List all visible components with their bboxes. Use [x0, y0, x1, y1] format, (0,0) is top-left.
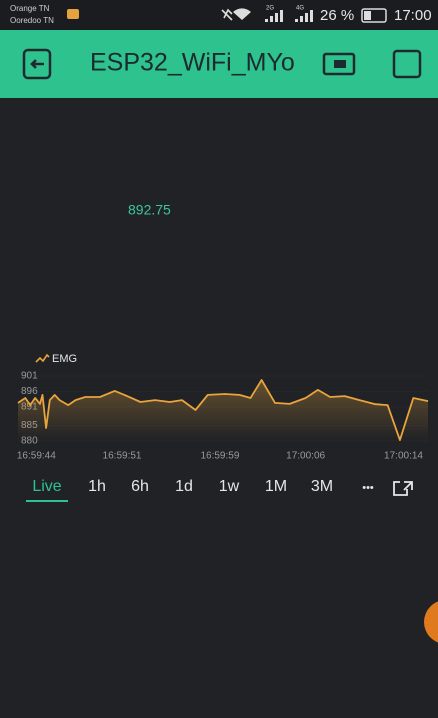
- device-icon: [322, 52, 356, 76]
- play-button[interactable]: [392, 49, 422, 79]
- signal-icon: [265, 10, 283, 22]
- x-tick-label: 16:59:51: [103, 451, 142, 462]
- fullscreen-button[interactable]: [393, 481, 413, 496]
- network-label: 4G: [296, 6, 304, 12]
- carrier-2: Ooredoo TN: [10, 16, 54, 25]
- battery-percent: 26 %: [320, 7, 354, 24]
- legend-icon: [35, 353, 50, 363]
- network-label: 2G: [266, 6, 274, 12]
- period-tab[interactable]: 1M: [265, 478, 287, 495]
- x-tick-label: 17:00:14: [384, 451, 423, 462]
- period-tab[interactable]: 1w: [219, 478, 240, 495]
- legend-label: EMG: [52, 353, 77, 365]
- period-tab[interactable]: 1d: [175, 478, 193, 495]
- carrier-1: Orange TN: [10, 4, 50, 13]
- title-fade: [298, 30, 318, 98]
- status-bar: [0, 0, 438, 30]
- device-button[interactable]: [322, 52, 356, 76]
- battery-icon: [361, 8, 387, 23]
- period-tab[interactable]: 6h: [131, 478, 149, 495]
- device-icon-fill: [334, 60, 346, 68]
- notification-icon: [67, 9, 79, 19]
- app-header: [0, 30, 438, 98]
- data-line: [17, 379, 429, 441]
- x-tick-label: 16:59:59: [200, 451, 239, 462]
- y-tick-label: 896: [21, 386, 38, 397]
- y-tick-label: 901: [21, 371, 38, 382]
- value-display: 892.75: [128, 202, 171, 218]
- back-button[interactable]: [22, 48, 52, 80]
- project-title: ESP32_WiFi_MYo: [90, 49, 295, 77]
- mute-icon: [221, 8, 233, 21]
- back-icon: [22, 48, 52, 80]
- period-tab[interactable]: Live: [32, 478, 61, 495]
- y-tick-label: 880: [21, 436, 38, 447]
- clock: 17:00: [394, 7, 432, 24]
- period-tab[interactable]: 3M: [311, 478, 333, 495]
- more-button[interactable]: •••: [362, 482, 374, 494]
- chart: 90189689188588016:59:4416:59:5116:59:591…: [17, 371, 429, 462]
- signal-icon: [295, 10, 313, 22]
- x-tick-label: 16:59:44: [17, 451, 56, 462]
- battery-level: [364, 11, 371, 20]
- floating-button[interactable]: [424, 600, 438, 644]
- wifi-icon: [233, 8, 251, 20]
- period-tab[interactable]: 1h: [88, 478, 106, 495]
- period-tabs: Live 1h 6h 1d 1w 1M 3M: [32, 478, 333, 495]
- back-arrow: [30, 59, 44, 69]
- x-tick-label: 17:00:06: [286, 451, 325, 462]
